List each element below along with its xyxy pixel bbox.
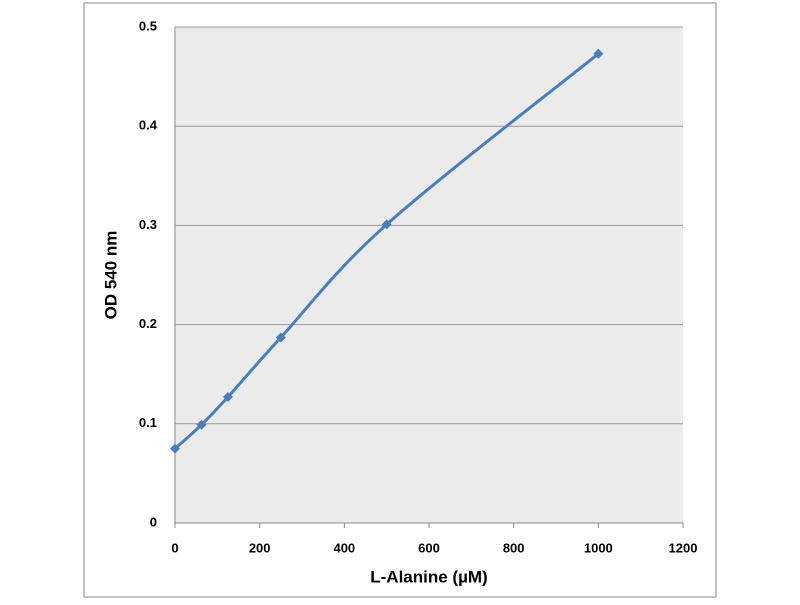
x-tick-label: 1200 <box>669 540 698 555</box>
data-point <box>593 48 604 59</box>
data-point <box>222 392 233 403</box>
x-tick-label: 600 <box>418 540 440 555</box>
x-tick-label: 0 <box>171 540 178 555</box>
data-point <box>381 219 392 230</box>
y-tick-label: 0.5 <box>139 18 157 33</box>
x-axis-title: L-Alanine (µM) <box>370 567 487 586</box>
y-tick-label: 0.3 <box>139 217 157 232</box>
y-tick-label: 0.4 <box>139 118 158 133</box>
x-tick-label: 400 <box>333 540 355 555</box>
y-tick-label: 0.2 <box>139 316 157 331</box>
y-axis-title: OD 540 nm <box>101 231 120 320</box>
y-tick-label: 0.1 <box>139 415 157 430</box>
data-point <box>275 332 286 343</box>
x-tick-label: 800 <box>503 540 525 555</box>
y-tick-label: 0 <box>150 514 157 529</box>
data-point <box>196 419 207 430</box>
plot-area <box>175 27 683 523</box>
x-tick-label: 200 <box>249 540 271 555</box>
x-tick-label: 1000 <box>584 540 613 555</box>
data-point <box>170 443 180 454</box>
